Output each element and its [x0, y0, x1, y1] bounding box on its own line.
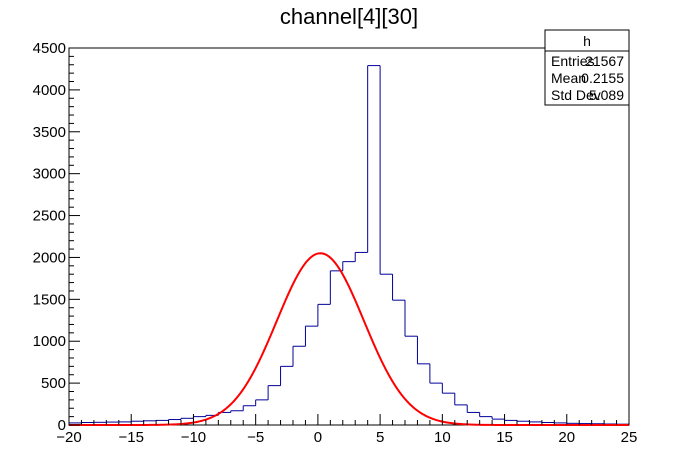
stats-value-entries: 21567 [585, 53, 624, 69]
histogram-bin [230, 410, 244, 413]
histogram-bin [367, 65, 381, 253]
histogram-bin [454, 393, 468, 406]
stats-value-stddev: 5.089 [589, 87, 624, 103]
histogram-bin [267, 385, 281, 400]
y-tick-label: 3500 [33, 124, 66, 141]
histogram-bin [379, 65, 393, 275]
histogram-bin [429, 363, 443, 384]
x-tick-label: 25 [621, 429, 638, 446]
chart-title: channel[4][30] [280, 4, 418, 29]
histogram-bin [292, 345, 306, 367]
histogram-bin [416, 336, 430, 365]
histogram-bin [354, 251, 368, 262]
histogram-bin [441, 383, 455, 394]
histogram-bin [392, 274, 405, 301]
histogram-bin [479, 412, 493, 418]
histogram-bin [280, 365, 293, 386]
y-tick-label: 2500 [33, 208, 66, 225]
histogram-bin [404, 300, 418, 337]
histogram-bin [180, 417, 194, 420]
histogram-bin [342, 261, 356, 271]
histogram-bin [541, 421, 555, 423]
stats-box: h Entries 21567 Mean 0.2155 Std Dev 5.08… [544, 29, 630, 106]
histogram-bin [317, 303, 331, 327]
stats-value-mean: 0.2155 [581, 70, 624, 86]
y-tick-label: 1500 [33, 291, 66, 308]
histogram-bin [329, 270, 343, 305]
histogram-bin [304, 325, 318, 347]
histogram-bin [255, 399, 269, 406]
x-tick-label: −10 [181, 429, 206, 446]
x-tick-label: 20 [558, 429, 575, 446]
histogram-bin [466, 404, 480, 413]
y-tick-label: 500 [41, 375, 66, 392]
histogram-bin [242, 405, 256, 411]
x-tick-label: −20 [56, 429, 81, 446]
gaussian-fit-curve [69, 252, 629, 426]
y-tick-label: 0 [58, 417, 66, 434]
histogram-bin [528, 421, 542, 423]
x-tick-label: −15 [118, 429, 143, 446]
stats-title: h [583, 33, 591, 49]
stats-label-entries: Entries [551, 53, 595, 69]
histogram-bin [504, 419, 517, 421]
stats-label-mean: Mean [551, 70, 586, 86]
y-tick-label: 2000 [33, 249, 66, 266]
x-tick-label: 10 [434, 429, 451, 446]
y-tick-label: 4000 [33, 82, 66, 99]
x-tick-label: −5 [247, 429, 264, 446]
histogram-bin [491, 416, 505, 420]
x-tick-label: 5 [376, 429, 384, 446]
x-tick-label: 0 [314, 429, 322, 446]
y-tick-label: 3000 [33, 166, 66, 183]
stats-label-stddev: Std Dev [551, 87, 601, 103]
y-tick-label: 1000 [33, 333, 66, 350]
histogram-bin [130, 420, 144, 422]
histogram-bin [516, 420, 530, 422]
x-tick-label: 15 [496, 429, 513, 446]
histogram-bin [168, 419, 181, 421]
plot-frame [68, 47, 630, 426]
y-tick-label: 4500 [33, 40, 66, 57]
histogram-bin [192, 416, 206, 419]
